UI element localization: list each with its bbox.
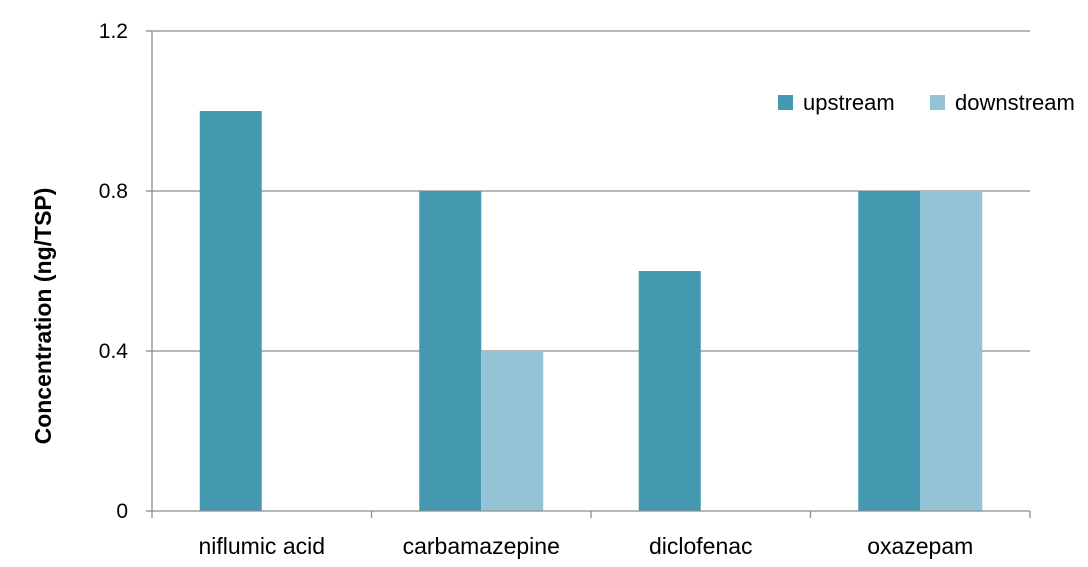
legend-label-upstream: upstream <box>803 90 895 115</box>
x-tick-label: diclofenac <box>649 533 753 559</box>
legend: upstream downstream <box>778 90 1075 115</box>
y-tick-label: 0 <box>116 500 128 523</box>
y-tick-label: 0.8 <box>99 180 128 203</box>
legend-label-downstream: downstream <box>955 90 1075 115</box>
x-tick-label: carbamazepine <box>403 533 560 559</box>
y-axis-title: Concentration (ng/TSP) <box>30 188 56 445</box>
bar-upstream <box>199 111 262 511</box>
y-tick-labels: 0 0.4 0.8 1.2 <box>99 20 129 523</box>
legend-swatch-upstream <box>778 95 793 110</box>
bar-upstream <box>858 191 921 511</box>
bar-upstream <box>419 191 482 511</box>
x-tick-labels: niflumic acid carbamazepine diclofenac oxaz… <box>198 533 973 559</box>
bar-downstream <box>481 351 544 511</box>
bars <box>199 111 983 511</box>
x-tick-label: niflumic acid <box>198 533 325 559</box>
bar-downstream <box>920 191 983 511</box>
legend-swatch-downstream <box>930 95 945 110</box>
y-tick-label: 1.2 <box>99 20 128 43</box>
bar-upstream <box>638 271 701 511</box>
x-tick-label: oxazepam <box>867 533 973 559</box>
axes <box>146 30 1031 518</box>
y-tick-label: 0.4 <box>99 340 129 363</box>
